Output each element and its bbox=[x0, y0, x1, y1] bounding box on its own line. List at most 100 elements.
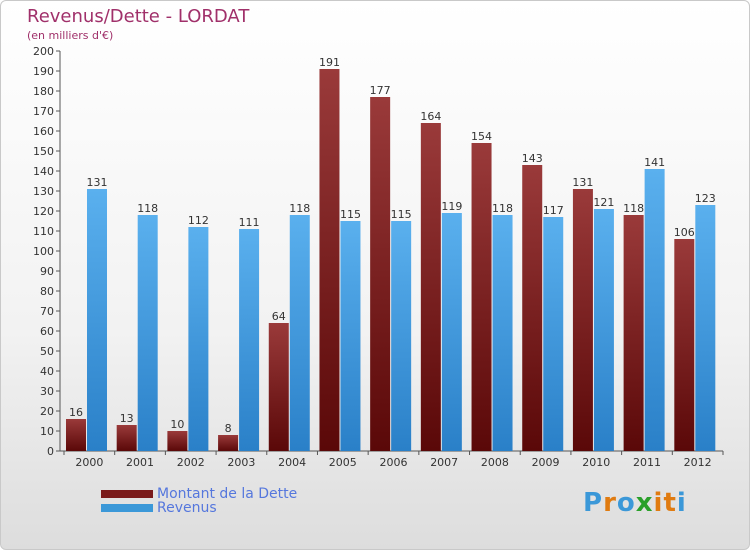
y-tick-label: 20 bbox=[40, 405, 54, 418]
y-tick-label: 120 bbox=[33, 205, 54, 218]
bar-revenus bbox=[87, 189, 107, 451]
x-tick-label: 2002 bbox=[177, 456, 205, 469]
bar-revenus bbox=[492, 215, 513, 451]
bar-revenus bbox=[593, 209, 614, 451]
data-label-dette: 106 bbox=[674, 226, 695, 239]
bar-revenus bbox=[239, 229, 260, 451]
logo-letter: o bbox=[616, 488, 636, 518]
bar-dette bbox=[268, 323, 289, 451]
data-label-revenus: 118 bbox=[492, 202, 513, 215]
data-label-dette: 13 bbox=[120, 412, 134, 425]
y-tick-label: 130 bbox=[33, 185, 54, 198]
x-tick-label: 2000 bbox=[75, 456, 103, 469]
logo-letter: r bbox=[603, 488, 617, 518]
data-label-dette: 118 bbox=[623, 202, 644, 215]
bar-revenus bbox=[644, 169, 665, 451]
y-tick-label: 170 bbox=[33, 105, 54, 118]
x-tick-label: 2004 bbox=[278, 456, 306, 469]
x-tick-label: 2005 bbox=[329, 456, 357, 469]
y-tick-label: 10 bbox=[40, 425, 54, 438]
y-tick-label: 160 bbox=[33, 125, 54, 138]
bar-dette bbox=[471, 143, 492, 451]
bar-dette bbox=[370, 97, 391, 451]
bar-dette bbox=[522, 165, 543, 451]
bar-dette bbox=[167, 431, 188, 451]
x-tick-label: 2012 bbox=[684, 456, 712, 469]
y-tick-label: 50 bbox=[40, 345, 54, 358]
logo-letter: i bbox=[653, 488, 664, 518]
y-tick-label: 60 bbox=[40, 325, 54, 338]
chart-subtitle: (en milliers d'€) bbox=[27, 29, 114, 42]
x-tick-label: 2006 bbox=[380, 456, 408, 469]
y-tick-label: 140 bbox=[33, 165, 54, 178]
data-label-dette: 177 bbox=[370, 84, 391, 97]
data-label-revenus: 118 bbox=[289, 202, 310, 215]
data-label-revenus: 115 bbox=[391, 208, 412, 221]
x-tick-label: 2003 bbox=[227, 456, 255, 469]
bar-revenus bbox=[340, 221, 361, 451]
data-label-revenus: 117 bbox=[543, 204, 564, 217]
proxiti-logo: Proxiti bbox=[583, 488, 687, 518]
bar-dette bbox=[674, 239, 695, 451]
x-tick-label: 2011 bbox=[633, 456, 661, 469]
bar-revenus bbox=[137, 215, 158, 451]
data-label-dette: 16 bbox=[69, 406, 83, 419]
bar-dette bbox=[66, 419, 86, 451]
data-label-dette: 191 bbox=[319, 56, 340, 69]
data-label-revenus: 112 bbox=[188, 214, 209, 227]
data-label-dette: 131 bbox=[572, 176, 593, 189]
y-tick-label: 200 bbox=[33, 45, 54, 58]
bar-dette bbox=[572, 189, 593, 451]
legend-label-revenus: Revenus bbox=[157, 500, 217, 516]
logo-letter: i bbox=[676, 488, 687, 518]
y-tick-label: 110 bbox=[33, 225, 54, 238]
bar-dette bbox=[319, 69, 340, 451]
x-tick-label: 2007 bbox=[430, 456, 458, 469]
data-label-dette: 8 bbox=[225, 422, 232, 435]
bar-dette bbox=[420, 123, 441, 451]
bar-revenus bbox=[695, 205, 716, 451]
bar-revenus bbox=[289, 215, 310, 451]
data-label-revenus: 131 bbox=[87, 176, 108, 189]
bar-dette bbox=[218, 435, 239, 451]
data-label-revenus: 115 bbox=[340, 208, 361, 221]
bar-dette bbox=[116, 425, 137, 451]
data-label-dette: 64 bbox=[272, 310, 286, 323]
bar-revenus bbox=[391, 221, 412, 451]
bar-dette bbox=[623, 215, 644, 451]
data-label-revenus: 123 bbox=[695, 192, 716, 205]
y-tick-label: 90 bbox=[40, 265, 54, 278]
x-tick-label: 2008 bbox=[481, 456, 509, 469]
y-tick-label: 100 bbox=[33, 245, 54, 258]
x-tick-label: 2009 bbox=[532, 456, 560, 469]
logo-letter: P bbox=[583, 488, 604, 518]
y-tick-label: 30 bbox=[40, 385, 54, 398]
legend-swatch-revenus bbox=[101, 504, 153, 512]
data-label-revenus: 141 bbox=[644, 156, 665, 169]
data-label-revenus: 121 bbox=[593, 196, 614, 209]
y-tick-label: 150 bbox=[33, 145, 54, 158]
data-label-revenus: 118 bbox=[137, 202, 158, 215]
y-tick-label: 70 bbox=[40, 305, 54, 318]
y-tick-label: 0 bbox=[47, 445, 54, 458]
bar-revenus bbox=[441, 213, 462, 451]
y-tick-label: 190 bbox=[33, 65, 54, 78]
legend-swatch-dette bbox=[101, 490, 153, 498]
x-tick-label: 2010 bbox=[582, 456, 610, 469]
data-label-revenus: 111 bbox=[239, 216, 260, 229]
legend-label-dette: Montant de la Dette bbox=[157, 486, 298, 502]
logo-letter: x bbox=[635, 488, 654, 518]
data-label-revenus: 119 bbox=[441, 200, 462, 213]
bar-revenus bbox=[543, 217, 564, 451]
x-tick-label: 2001 bbox=[126, 456, 154, 469]
y-tick-label: 40 bbox=[40, 365, 54, 378]
y-tick-label: 180 bbox=[33, 85, 54, 98]
bar-revenus bbox=[188, 227, 209, 451]
logo-letter: t bbox=[663, 488, 677, 518]
y-tick-label: 80 bbox=[40, 285, 54, 298]
data-label-dette: 154 bbox=[471, 130, 492, 143]
data-label-dette: 164 bbox=[420, 110, 441, 123]
data-label-dette: 10 bbox=[170, 418, 184, 431]
